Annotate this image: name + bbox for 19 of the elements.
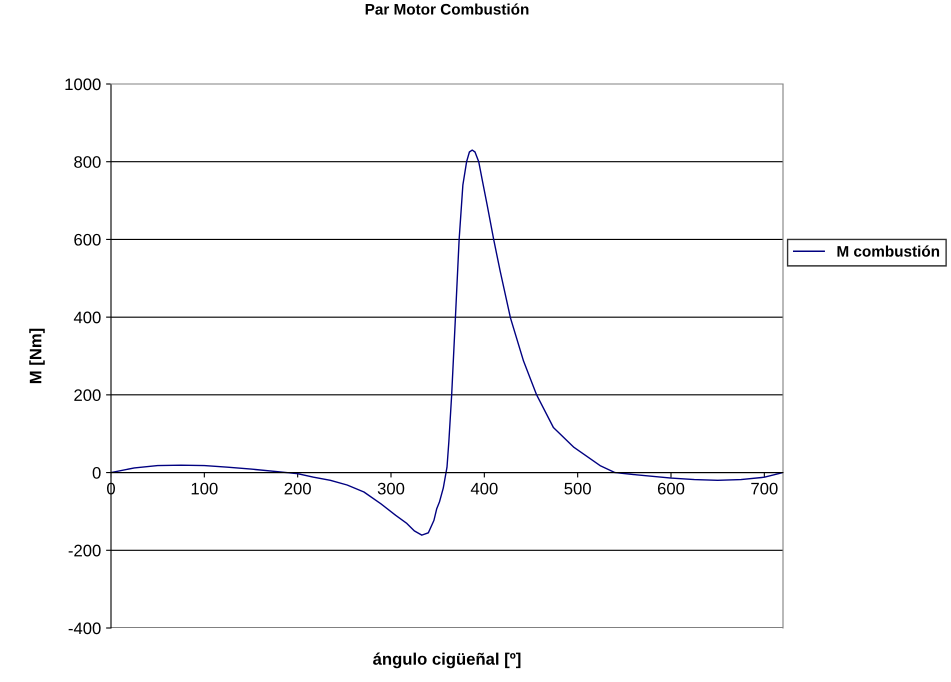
x-tick-label: 600	[658, 482, 684, 495]
x-tick-label: 100	[192, 482, 218, 495]
y-tick-label: -200	[68, 544, 101, 556]
x-tick-label: 700	[751, 482, 778, 495]
y-tick-label: -400	[68, 622, 101, 634]
y-tick-label: 200	[74, 389, 101, 402]
x-tick-label: 400	[470, 482, 498, 495]
y-tick-label: 800	[74, 156, 101, 168]
x-axis-title: ángulo cigüeñal [º]	[373, 652, 520, 668]
y-tick-label: 0	[92, 466, 101, 479]
legend-label: M combustión	[837, 245, 940, 257]
chart-title: Par Motor Combustión	[366, 3, 528, 15]
y-tick-label: 600	[74, 234, 101, 246]
y-tick-label: 1000	[65, 78, 101, 90]
x-tick-label: 200	[284, 482, 311, 495]
x-tick-label: 300	[378, 482, 404, 495]
y-tick-label: 400	[74, 312, 101, 324]
y-axis-title: M [Nm]	[29, 328, 45, 384]
x-tick-label: 500	[564, 482, 591, 495]
